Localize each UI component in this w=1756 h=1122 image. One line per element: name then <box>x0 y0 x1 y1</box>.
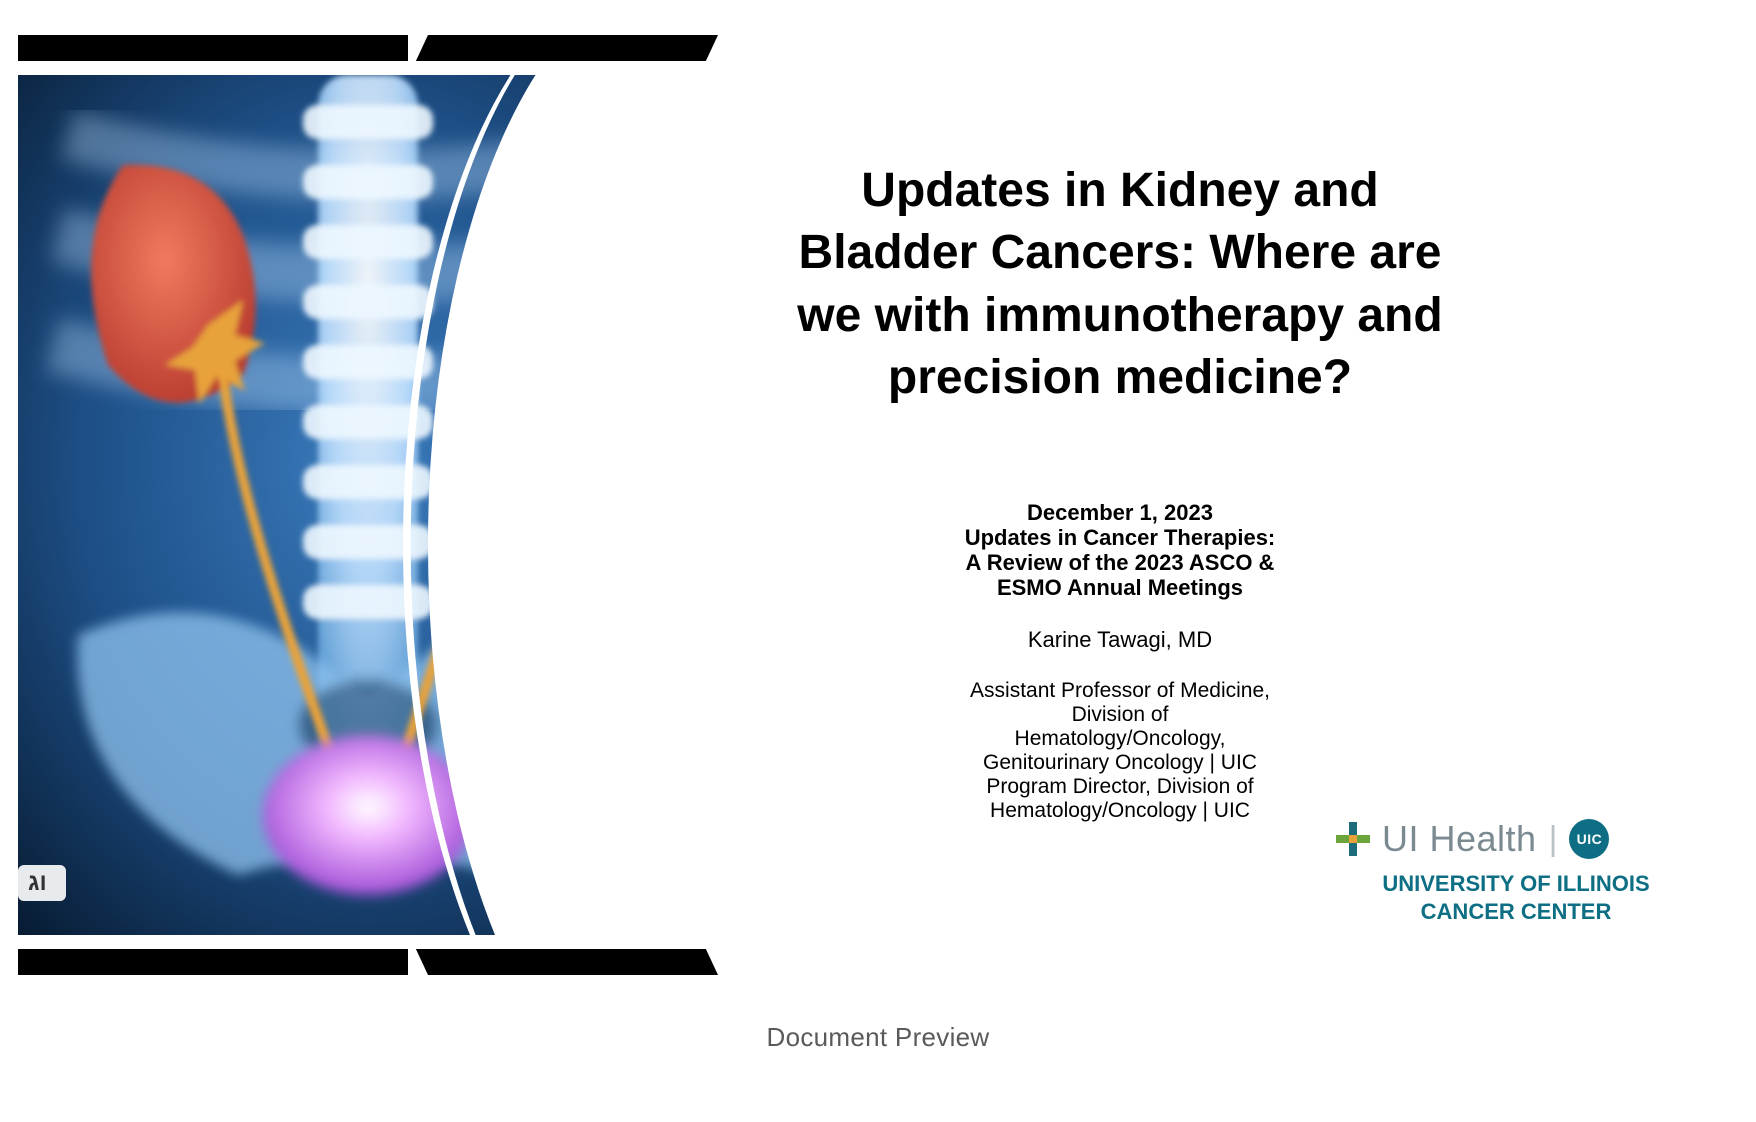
uic-badge-icon: UIC <box>1569 819 1609 859</box>
decor-bar <box>416 35 718 61</box>
slide: וג Updates in Kidney and Bladder Cancers… <box>0 0 1756 990</box>
event-line: Updates in Cancer Therapies: <box>770 525 1470 550</box>
plus-icon <box>1336 822 1370 856</box>
role-line: Division of <box>770 703 1470 727</box>
role-line: Hematology/Oncology, <box>770 727 1470 751</box>
role-line: Genitourinary Oncology | UIC <box>770 751 1470 775</box>
logo-sub-line: CANCER CENTER <box>1336 898 1696 926</box>
left-illustration: וג <box>18 35 718 975</box>
decor-gap <box>18 61 718 71</box>
role-line: Program Director, Division of <box>770 775 1470 799</box>
event-date: December 1, 2023 <box>770 500 1470 525</box>
decor-bar <box>18 35 408 61</box>
decor-bar <box>18 949 408 975</box>
logo-text: UI Health <box>1382 818 1537 860</box>
logo-sub-line: UNIVERSITY OF ILLINOIS <box>1336 870 1696 898</box>
svg-text:וג: וג <box>28 869 47 896</box>
role-line: Assistant Professor of Medicine, <box>770 679 1470 703</box>
logo-subtitle: UNIVERSITY OF ILLINOIS CANCER CENTER <box>1336 870 1696 925</box>
text-column: Updates in Kidney and Bladder Cancers: W… <box>770 160 1470 824</box>
logo-row: UI Health | UIC <box>1336 818 1696 860</box>
event-meta: December 1, 2023 Updates in Cancer Thera… <box>770 500 1470 601</box>
xray-clip: וג <box>18 75 718 935</box>
logo-separator: | <box>1549 820 1558 859</box>
document-preview-caption: Document Preview <box>767 1022 990 1052</box>
decor-bar <box>416 949 718 975</box>
slide-title: Updates in Kidney and Bladder Cancers: W… <box>770 160 1470 410</box>
event-line: ESMO Annual Meetings <box>770 575 1470 600</box>
event-line: A Review of the 2023 ASCO & <box>770 550 1470 575</box>
author-name: Karine Tawagi, MD <box>770 627 1470 653</box>
author-roles: Assistant Professor of Medicine, Divisio… <box>770 679 1470 824</box>
caption-row: Document Preview <box>0 990 1756 1053</box>
decor-gap <box>18 939 718 949</box>
institution-logo: UI Health | UIC UNIVERSITY OF ILLINOIS C… <box>1336 818 1696 925</box>
